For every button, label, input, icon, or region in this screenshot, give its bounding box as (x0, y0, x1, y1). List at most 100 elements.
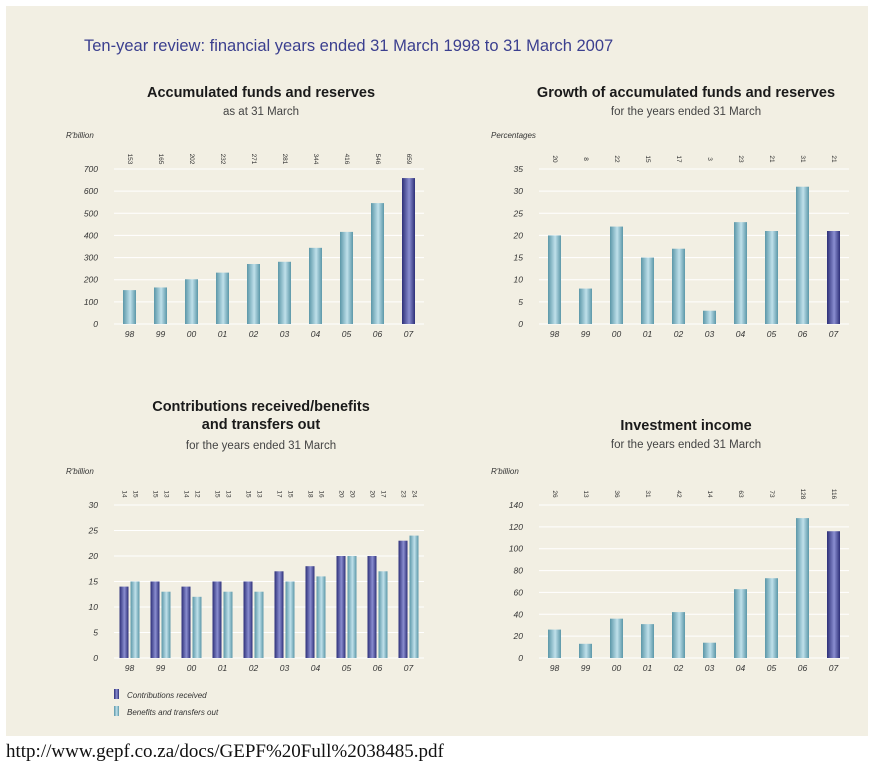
data-label: 232 (219, 154, 226, 165)
y-tick-label: 35 (514, 164, 524, 174)
y-tick-label: 400 (84, 230, 98, 240)
chart-title: Growth of accumulated funds and reserves (537, 85, 835, 101)
chart-title: Contributions received/benefits (152, 399, 370, 415)
y-tick-label: 40 (514, 609, 524, 619)
x-tick-label: 07 (829, 663, 839, 673)
legend-label: Contributions received (127, 691, 207, 700)
bar (796, 518, 809, 658)
bar (336, 556, 346, 658)
report-panel: Ten-year review: financial years ended 3… (6, 6, 868, 736)
bar (409, 535, 419, 658)
data-label: 13 (582, 490, 589, 498)
bar (548, 629, 561, 658)
bar (254, 591, 264, 658)
x-tick-label: 99 (581, 329, 591, 339)
data-label: 31 (799, 155, 806, 163)
data-label: 17 (379, 490, 386, 498)
data-label: 3 (706, 157, 713, 161)
page-title: Ten-year review: financial years ended 3… (84, 37, 614, 55)
bar (371, 203, 384, 324)
bar (278, 261, 291, 324)
x-tick-label: 01 (643, 329, 653, 339)
data-label: 153 (126, 154, 133, 165)
y-tick-label: 15 (514, 253, 524, 263)
y-tick-label: 600 (84, 186, 98, 196)
chart-svg: Contributions received/benefits and trans… (66, 399, 424, 717)
data-label: 17 (275, 490, 282, 498)
x-tick-label: 98 (125, 663, 135, 673)
bar (367, 556, 377, 658)
y-tick-label: 140 (509, 500, 523, 510)
data-label: 36 (613, 490, 620, 498)
data-label: 281 (281, 154, 288, 165)
x-tick-label: 03 (280, 663, 290, 673)
data-label: 15 (244, 490, 251, 498)
bar (216, 272, 229, 324)
bar (672, 248, 685, 324)
chart-svg: Growth of accumulated funds and reserves… (491, 85, 849, 339)
x-tick-label: 03 (705, 329, 715, 339)
y-tick-label: 300 (84, 253, 98, 263)
y-tick-label: 5 (518, 297, 523, 307)
data-label: 23 (399, 490, 406, 498)
bar (247, 263, 260, 324)
y-tick-label: 30 (89, 500, 99, 510)
bar (378, 571, 388, 658)
data-label: 15 (286, 490, 293, 498)
bar (243, 581, 253, 658)
data-label: 23 (737, 155, 744, 163)
bar (347, 556, 357, 658)
y-axis-label: R'billion (66, 131, 94, 140)
x-tick-label: 00 (187, 663, 197, 673)
x-tick-label: 00 (612, 329, 622, 339)
x-tick-label: 02 (674, 329, 684, 339)
chart-title-line2: and transfers out (202, 417, 321, 433)
x-tick-label: 06 (798, 329, 808, 339)
legend-swatch (114, 689, 119, 699)
data-label: 22 (613, 155, 620, 163)
y-tick-label: 120 (509, 522, 523, 532)
y-tick-label: 10 (89, 602, 99, 612)
x-tick-label: 00 (612, 663, 622, 673)
y-tick-label: 20 (88, 551, 99, 561)
data-label: 15 (151, 490, 158, 498)
bar (796, 186, 809, 324)
chart-subtitle: for the years ended 31 March (611, 106, 761, 118)
bar (579, 288, 592, 324)
bar (223, 591, 233, 658)
data-label: 24 (410, 490, 417, 498)
bar (309, 247, 322, 324)
x-tick-label: 02 (249, 663, 259, 673)
chart-title: Investment income (620, 418, 751, 434)
x-tick-label: 06 (373, 663, 383, 673)
x-tick-label: 05 (342, 329, 352, 339)
data-label: 13 (224, 490, 231, 498)
x-tick-label: 07 (404, 663, 414, 673)
data-label: 15 (644, 155, 651, 163)
bar (150, 581, 160, 658)
y-axis-label: R'billion (66, 467, 94, 476)
x-tick-label: 04 (311, 663, 321, 673)
y-tick-label: 60 (514, 587, 524, 597)
bar (734, 222, 747, 324)
data-label: 63 (737, 490, 744, 498)
bar (827, 531, 840, 658)
x-tick-label: 03 (280, 329, 290, 339)
chart-subtitle: for the years ended 31 March (611, 439, 761, 451)
legend-label: Benefits and transfers out (127, 708, 219, 717)
data-label: 31 (644, 490, 651, 498)
bar (340, 231, 353, 324)
bar (548, 235, 561, 324)
bar (734, 589, 747, 658)
data-label: 15 (131, 490, 138, 498)
y-tick-label: 25 (88, 526, 99, 536)
bar (161, 591, 171, 658)
chart-subtitle: as at 31 March (223, 106, 299, 118)
y-tick-label: 25 (513, 208, 524, 218)
y-tick-label: 700 (84, 164, 98, 174)
y-tick-label: 5 (93, 628, 98, 638)
bar (579, 643, 592, 658)
data-label: 202 (188, 154, 195, 165)
bar (402, 178, 415, 324)
data-label: 14 (706, 490, 713, 498)
